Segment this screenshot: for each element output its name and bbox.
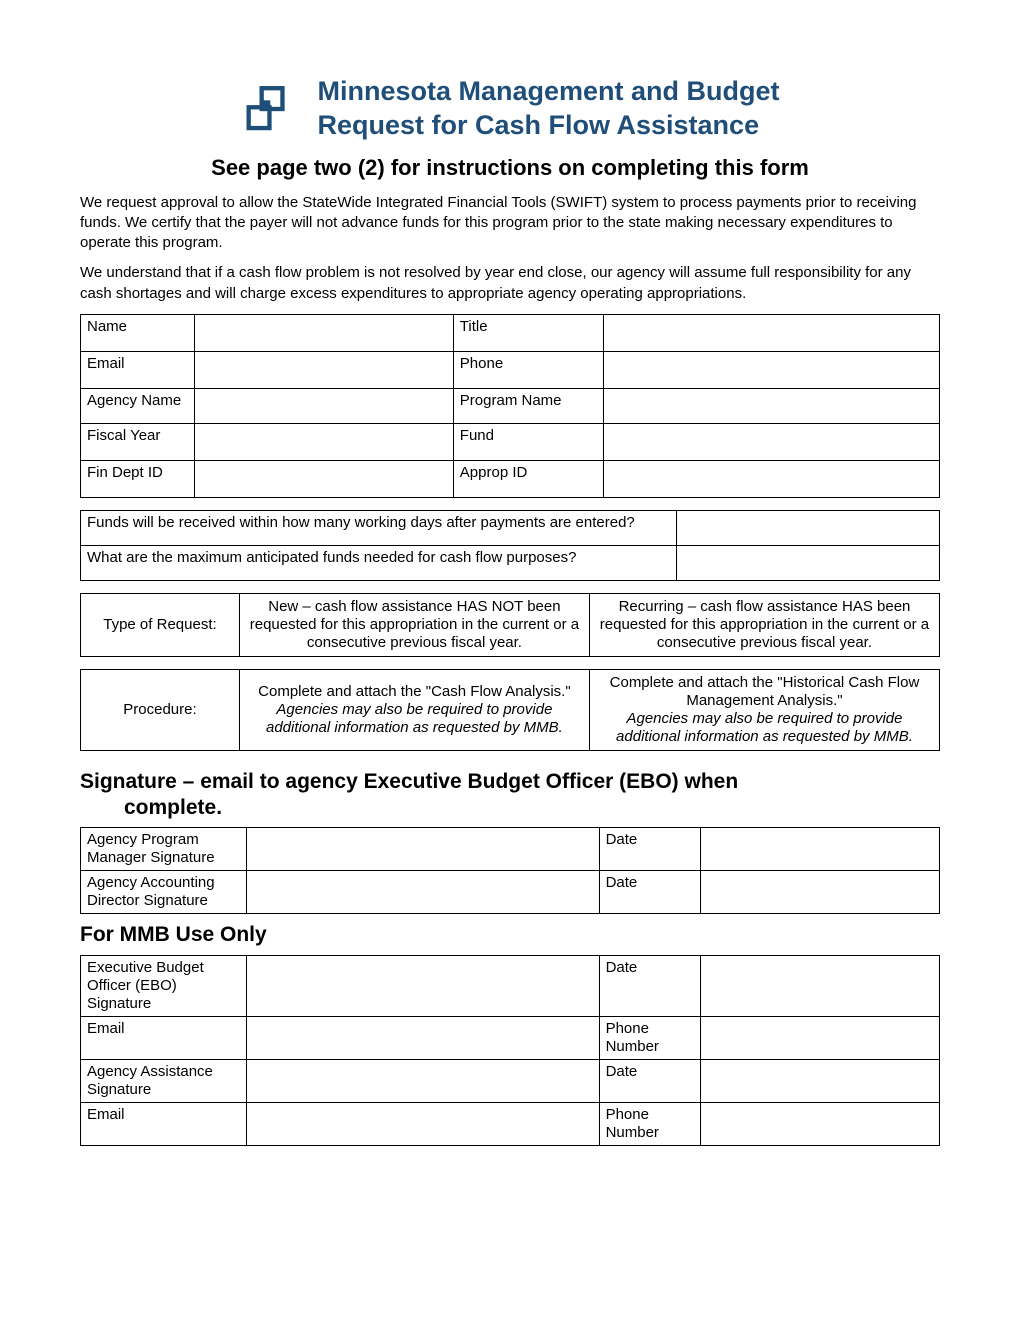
field-accounting-director-date[interactable] <box>700 871 939 914</box>
form-page: Minnesota Management and Budget Request … <box>0 0 1020 1320</box>
org-logo-icon <box>240 83 292 135</box>
label-agency-assist-phone: Phone Number <box>599 1102 700 1145</box>
field-fund[interactable] <box>603 423 939 460</box>
field-agency-assist-email[interactable] <box>247 1102 599 1145</box>
question-working-days: Funds will be received within how many w… <box>81 510 677 545</box>
label-type-of-request: Type of Request: <box>81 593 240 656</box>
label-fiscal-year: Fiscal Year <box>81 423 195 460</box>
field-name[interactable] <box>194 314 453 351</box>
field-program-manager-sig[interactable] <box>247 828 599 871</box>
option-new[interactable]: New – cash flow assistance HAS NOT been … <box>239 593 589 656</box>
option-recurring[interactable]: Recurring – cash flow assistance HAS bee… <box>589 593 939 656</box>
questions-table: Funds will be received within how many w… <box>80 510 940 581</box>
type-of-request-table: Type of Request: New – cash flow assista… <box>80 593 940 657</box>
question-max-funds: What are the maximum anticipated funds n… <box>81 545 677 580</box>
table-row: Email Phone <box>81 351 940 388</box>
field-fin-dept-id[interactable] <box>194 460 453 497</box>
table-row: Agency Accounting Director Signature Dat… <box>81 871 940 914</box>
label-program-name: Program Name <box>453 388 603 423</box>
label-name: Name <box>81 314 195 351</box>
mmb-table: Executive Budget Officer (EBO) Signature… <box>80 955 940 1146</box>
field-email[interactable] <box>194 351 453 388</box>
signature-table: Agency Program Manager Signature Date Ag… <box>80 827 940 914</box>
field-ebo-date[interactable] <box>700 955 939 1016</box>
label-phone: Phone <box>453 351 603 388</box>
label-agency-assist-sig: Agency Assistance Signature <box>81 1059 247 1102</box>
table-row: Agency Assistance Signature Date <box>81 1059 940 1102</box>
label-fund: Fund <box>453 423 603 460</box>
label-approp-id: Approp ID <box>453 460 603 497</box>
title-line-2: Request for Cash Flow Assistance <box>317 109 779 143</box>
table-row: Fiscal Year Fund <box>81 423 940 460</box>
table-row: Email Phone Number <box>81 1102 940 1145</box>
procedure-new-line2: Agencies may also be required to provide… <box>248 701 581 737</box>
procedure-recurring-line2: Agencies may also be required to provide… <box>598 710 931 746</box>
signature-heading-line1: Signature – email to agency Executive Bu… <box>80 770 738 793</box>
field-agency-name[interactable] <box>194 388 453 423</box>
field-ebo-email[interactable] <box>247 1016 599 1059</box>
field-title[interactable] <box>603 314 939 351</box>
table-row: Agency Program Manager Signature Date <box>81 828 940 871</box>
page-title: Minnesota Management and Budget Request … <box>317 75 779 143</box>
label-ebo-sig: Executive Budget Officer (EBO) Signature <box>81 955 247 1016</box>
label-procedure: Procedure: <box>81 669 240 750</box>
field-program-manager-date[interactable] <box>700 828 939 871</box>
title-line-1: Minnesota Management and Budget <box>317 75 779 109</box>
table-row: What are the maximum anticipated funds n… <box>81 545 940 580</box>
procedure-recurring-line1: Complete and attach the "Historical Cash… <box>598 674 931 710</box>
field-accounting-director-sig[interactable] <box>247 871 599 914</box>
label-accounting-director-sig: Agency Accounting Director Signature <box>81 871 247 914</box>
label-accounting-director-date: Date <box>599 871 700 914</box>
mmb-heading: For MMB Use Only <box>80 922 940 948</box>
header: Minnesota Management and Budget Request … <box>80 75 940 143</box>
field-agency-assist-sig[interactable] <box>247 1059 599 1102</box>
label-agency-name: Agency Name <box>81 388 195 423</box>
signature-heading-line2: complete. <box>80 795 940 821</box>
procedure-table: Procedure: Complete and attach the "Cash… <box>80 669 940 751</box>
intro-paragraph-1: We request approval to allow the StateWi… <box>80 193 940 254</box>
procedure-new-line1: Complete and attach the "Cash Flow Analy… <box>248 683 581 701</box>
page-subtitle: See page two (2) for instructions on com… <box>80 155 940 181</box>
table-row: Fin Dept ID Approp ID <box>81 460 940 497</box>
label-ebo-date: Date <box>599 955 700 1016</box>
field-ebo-phone[interactable] <box>700 1016 939 1059</box>
table-row: Name Title <box>81 314 940 351</box>
procedure-recurring: Complete and attach the "Historical Cash… <box>589 669 939 750</box>
table-row: Type of Request: New – cash flow assista… <box>81 593 940 656</box>
label-agency-assist-date: Date <box>599 1059 700 1102</box>
table-row: Funds will be received within how many w… <box>81 510 940 545</box>
field-phone[interactable] <box>603 351 939 388</box>
table-row: Email Phone Number <box>81 1016 940 1059</box>
label-program-manager-sig: Agency Program Manager Signature <box>81 828 247 871</box>
field-agency-assist-date[interactable] <box>700 1059 939 1102</box>
label-ebo-email: Email <box>81 1016 247 1059</box>
intro-paragraph-2: We understand that if a cash flow proble… <box>80 263 940 304</box>
field-agency-assist-phone[interactable] <box>700 1102 939 1145</box>
answer-max-funds[interactable] <box>677 545 940 580</box>
signature-heading: Signature – email to agency Executive Bu… <box>80 769 940 822</box>
label-ebo-phone: Phone Number <box>599 1016 700 1059</box>
label-fin-dept-id: Fin Dept ID <box>81 460 195 497</box>
label-email: Email <box>81 351 195 388</box>
field-fiscal-year[interactable] <box>194 423 453 460</box>
label-program-manager-date: Date <box>599 828 700 871</box>
label-title: Title <box>453 314 603 351</box>
procedure-new: Complete and attach the "Cash Flow Analy… <box>239 669 589 750</box>
field-approp-id[interactable] <box>603 460 939 497</box>
table-row: Procedure: Complete and attach the "Cash… <box>81 669 940 750</box>
field-program-name[interactable] <box>603 388 939 423</box>
answer-working-days[interactable] <box>677 510 940 545</box>
field-ebo-sig[interactable] <box>247 955 599 1016</box>
table-row: Agency Name Program Name <box>81 388 940 423</box>
label-agency-assist-email: Email <box>81 1102 247 1145</box>
requester-info-table: Name Title Email Phone Agency Name Progr… <box>80 314 940 498</box>
table-row: Executive Budget Officer (EBO) Signature… <box>81 955 940 1016</box>
